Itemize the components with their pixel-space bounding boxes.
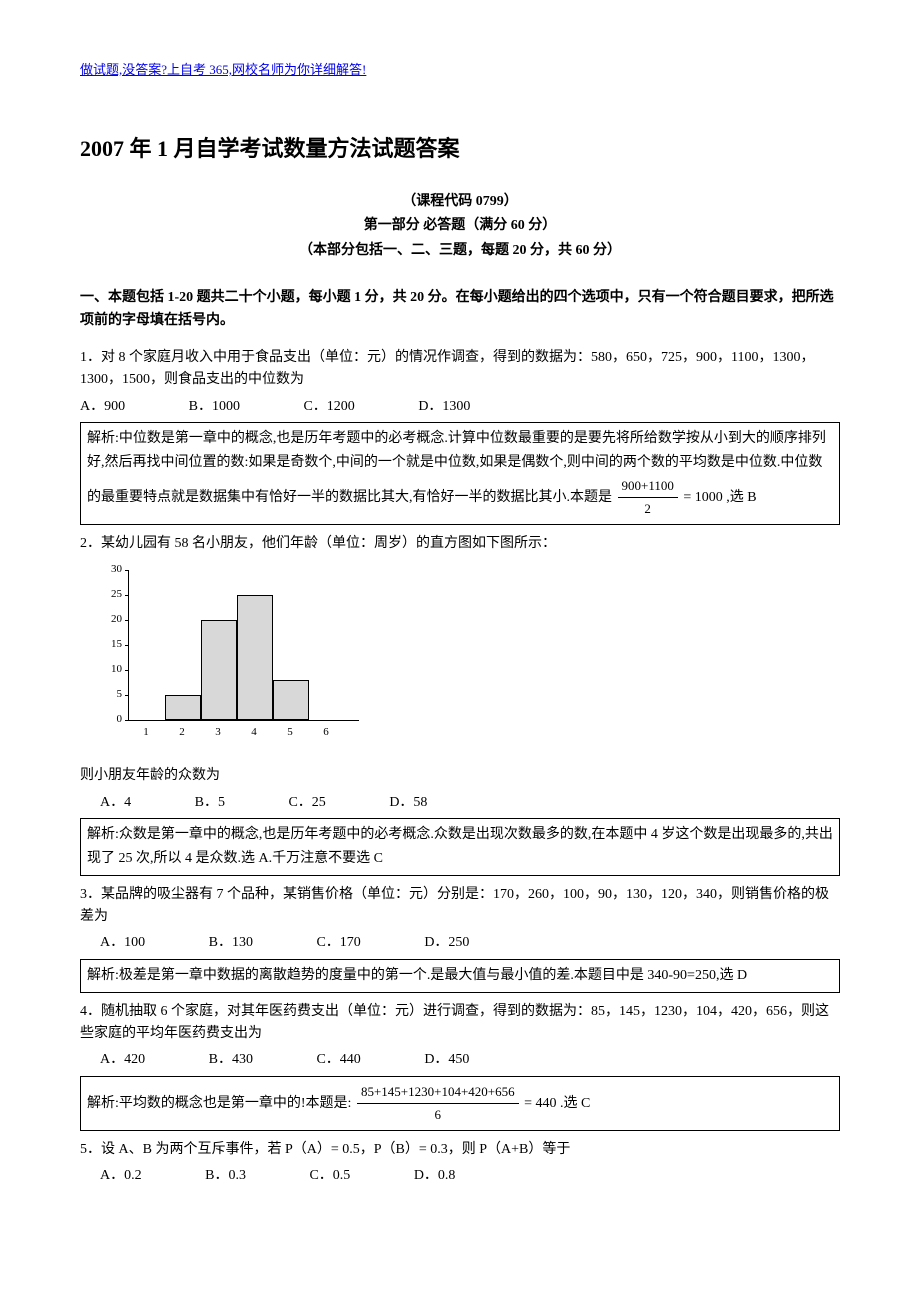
chart-x-tick-label: 2 bbox=[179, 724, 185, 742]
q2-after-chart: 则小朋友年龄的众数为 bbox=[80, 765, 840, 787]
q4-opt-d: D．450 bbox=[424, 1049, 469, 1071]
chart-y-tick bbox=[125, 645, 129, 646]
chart-bar bbox=[273, 680, 309, 720]
q2-text: 2．某幼儿园有 58 名小朋友，他们年龄（单位：周岁）的直方图如下图所示： bbox=[80, 533, 840, 555]
chart-y-tick-label: 30 bbox=[111, 561, 122, 579]
q5-opt-a: A．0.2 bbox=[100, 1165, 142, 1187]
q4-analysis-post: = 440 .选 C bbox=[524, 1096, 590, 1111]
question-4: 4．随机抽取 6 个家庭，对其年医药费支出（单位：元）进行调查，得到的数据为：8… bbox=[80, 1001, 840, 1131]
chart-y-tick-label: 0 bbox=[117, 711, 123, 729]
q2-options: A．4 B．5 C．25 D．58 bbox=[100, 792, 840, 814]
q1-options: A．900 B．1000 C．1200 D．1300 bbox=[100, 396, 840, 418]
q2-opt-c: C．25 bbox=[288, 792, 325, 814]
q1-frac-num: 900+1100 bbox=[618, 475, 678, 498]
q3-opt-a: A．100 bbox=[100, 932, 145, 954]
q1-opt-b: B．1000 bbox=[189, 396, 240, 418]
q1-fraction: 900+1100 2 bbox=[618, 475, 678, 520]
chart-x-tick-label: 3 bbox=[215, 724, 221, 742]
q2-opt-d: D．58 bbox=[389, 792, 427, 814]
top-help-link[interactable]: 做试题,没答案?上自考 365,网校名师为你详细解答! bbox=[80, 60, 366, 81]
chart-y-tick-label: 15 bbox=[111, 636, 122, 654]
q4-opt-c: C．440 bbox=[316, 1049, 360, 1071]
chart-y-tick bbox=[125, 720, 129, 721]
q4-options: A．420 B．430 C．440 D．450 bbox=[100, 1049, 840, 1071]
question-5: 5．设 A、B 为两个互斥事件，若 P（A）= 0.5，P（B）= 0.3，则 … bbox=[80, 1139, 840, 1188]
section-1-header: 一、本题包括 1-20 题共二十个小题，每小题 1 分，共 20 分。在每小题给… bbox=[80, 287, 840, 332]
q1-analysis-post: = 1000 ,选 B bbox=[683, 490, 756, 505]
q1-opt-c: C．1200 bbox=[303, 396, 354, 418]
q1-opt-a: A．900 bbox=[80, 396, 125, 418]
chart-x-tick-label: 1 bbox=[143, 724, 149, 742]
q1-analysis: 解析:中位数是第一章中的概念,也是历年考题中的必考概念.计算中位数最重要的是要先… bbox=[80, 422, 840, 525]
chart-bar bbox=[237, 595, 273, 720]
chart-y-tick-label: 25 bbox=[111, 586, 122, 604]
chart-x-tick-label: 4 bbox=[251, 724, 257, 742]
chart-y-tick bbox=[125, 595, 129, 596]
q3-analysis: 解析:极差是第一章中数据的离散趋势的度量中的第一个.是最大值与最小值的差.本题目… bbox=[80, 959, 840, 993]
q4-text: 4．随机抽取 6 个家庭，对其年医药费支出（单位：元）进行调查，得到的数据为：8… bbox=[80, 1001, 840, 1046]
chart-bar bbox=[201, 620, 237, 720]
chart-y-tick-label: 5 bbox=[117, 686, 123, 704]
q3-text: 3．某品牌的吸尘器有 7 个品种，某销售价格（单位：元）分别是：170，260，… bbox=[80, 884, 840, 929]
q3-opt-b: B．130 bbox=[209, 932, 253, 954]
q1-frac-den: 2 bbox=[618, 498, 678, 520]
q5-options: A．0.2 B．0.3 C．0.5 D．0.8 bbox=[100, 1165, 840, 1187]
course-code: （课程代码 0799） bbox=[80, 191, 840, 213]
q1-opt-d: D．1300 bbox=[418, 396, 470, 418]
chart-y-tick bbox=[125, 620, 129, 621]
q2-opt-a: A．4 bbox=[100, 792, 131, 814]
chart-y-tick bbox=[125, 695, 129, 696]
part-header: 第一部分 必答题（满分 60 分） bbox=[80, 215, 840, 237]
q4-fraction: 85+145+1230+104+420+656 6 bbox=[357, 1081, 519, 1126]
q1-text: 1．对 8 个家庭月收入中用于食品支出（单位：元）的情况作调查，得到的数据为：5… bbox=[80, 347, 840, 392]
chart-plot-area bbox=[128, 570, 359, 721]
chart-bar bbox=[165, 695, 201, 720]
q4-opt-a: A．420 bbox=[100, 1049, 145, 1071]
q5-opt-d: D．0.8 bbox=[414, 1165, 456, 1187]
chart-x-tick-label: 6 bbox=[323, 724, 329, 742]
q3-options: A．100 B．130 C．170 D．250 bbox=[100, 932, 840, 954]
part-subheader: （本部分包括一、二、三题，每题 20 分，共 60 分） bbox=[80, 240, 840, 262]
q4-opt-b: B．430 bbox=[209, 1049, 253, 1071]
q5-text: 5．设 A、B 为两个互斥事件，若 P（A）= 0.5，P（B）= 0.3，则 … bbox=[80, 1139, 840, 1161]
question-2: 2．某幼儿园有 58 名小朋友，他们年龄（单位：周岁）的直方图如下图所示： 0 5… bbox=[80, 533, 840, 876]
q4-analysis-pre: 解析:平均数的概念也是第一章中的!本题是: bbox=[87, 1096, 351, 1111]
q4-frac-num: 85+145+1230+104+420+656 bbox=[357, 1081, 519, 1104]
page-title: 2007 年 1 月自学考试数量方法试题答案 bbox=[80, 131, 840, 166]
chart-y-tick-label: 20 bbox=[111, 611, 122, 629]
q2-opt-b: B．5 bbox=[195, 792, 225, 814]
chart-y-tick-label: 10 bbox=[111, 661, 122, 679]
q5-opt-b: B．0.3 bbox=[205, 1165, 246, 1187]
question-1: 1．对 8 个家庭月收入中用于食品支出（单位：元）的情况作调查，得到的数据为：5… bbox=[80, 347, 840, 525]
chart-y-tick bbox=[125, 570, 129, 571]
q3-opt-d: D．250 bbox=[424, 932, 469, 954]
q3-opt-c: C．170 bbox=[316, 932, 360, 954]
chart-y-tick bbox=[125, 670, 129, 671]
q2-analysis: 解析:众数是第一章中的概念,也是历年考题中的必考概念.众数是出现次数最多的数,在… bbox=[80, 818, 840, 876]
q4-frac-den: 6 bbox=[357, 1104, 519, 1126]
q4-analysis: 解析:平均数的概念也是第一章中的!本题是: 85+145+1230+104+42… bbox=[80, 1076, 840, 1131]
chart-y-axis: 051015202530 bbox=[100, 570, 124, 720]
question-3: 3．某品牌的吸尘器有 7 个品种，某销售价格（单位：元）分别是：170，260，… bbox=[80, 884, 840, 993]
q5-opt-c: C．0.5 bbox=[309, 1165, 350, 1187]
chart-x-tick-label: 5 bbox=[287, 724, 293, 742]
histogram-chart: 051015202530 123456 bbox=[100, 570, 380, 750]
